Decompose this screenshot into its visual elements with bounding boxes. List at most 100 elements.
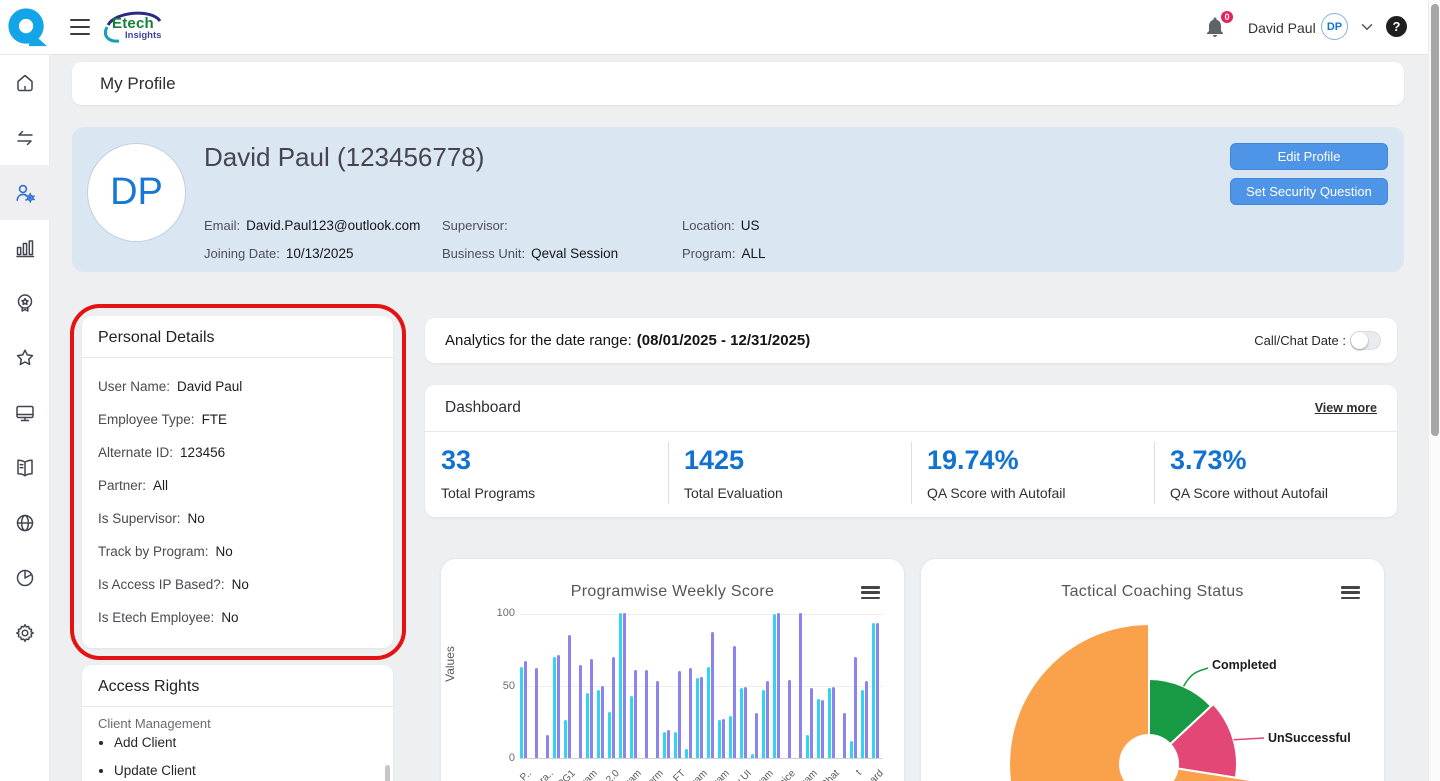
sidebar-item-sessions[interactable]	[0, 385, 50, 440]
book-icon	[17, 458, 33, 477]
app-logo-icon[interactable]	[6, 6, 48, 48]
transfer-icon	[17, 130, 33, 145]
bar	[821, 700, 824, 758]
bar	[619, 613, 622, 758]
view-more-link[interactable]: View more	[1314, 401, 1377, 415]
pie-chart-title: Tactical Coaching Status	[1061, 583, 1244, 600]
x-tick-label: ..ram	[751, 768, 776, 781]
scrollbar-thumb[interactable]	[1431, 4, 1439, 436]
bar	[678, 671, 681, 758]
detail-row-is-supervisor: Is Supervisor: No	[98, 511, 205, 526]
sidebar-item-global[interactable]	[0, 495, 50, 550]
page-title: My Profile	[72, 62, 1404, 105]
profile-fields: Email: David.Paul123@outlook.com Supervis…	[204, 211, 982, 267]
sidebar-item-library[interactable]	[0, 440, 50, 495]
bar	[630, 695, 633, 758]
set-security-question-button[interactable]: Set Security Question	[1230, 178, 1388, 205]
menu-toggle-button[interactable]	[70, 19, 90, 35]
bar	[667, 730, 670, 758]
y-tick: 100	[496, 607, 515, 619]
topbar-avatar[interactable]: DP	[1321, 13, 1348, 40]
topbar: Etech Insights 0 David Paul DP ?	[0, 0, 1428, 55]
detail-row-etech-employee: Is Etech Employee: No	[98, 610, 239, 625]
bar	[722, 718, 725, 758]
access-rights-group: Client Management	[98, 716, 211, 731]
field-supervisor: Supervisor:	[442, 217, 508, 233]
detail-row-employee-type: Employee Type: FTE	[98, 412, 228, 427]
bar	[586, 692, 589, 758]
bar	[597, 689, 600, 758]
sidebar-item-favorites[interactable]	[0, 330, 50, 385]
bar	[689, 668, 692, 758]
call-chat-date-toggle[interactable]	[1350, 331, 1381, 350]
analytics-strip: Analytics for the date range: (08/01/2025…	[425, 318, 1397, 363]
bar	[773, 614, 776, 758]
bar	[788, 679, 791, 758]
chevron-down-icon[interactable]	[1358, 18, 1376, 36]
x-tick-label: t	[854, 768, 864, 778]
bar	[568, 634, 571, 758]
access-right-item: Add Client	[114, 735, 377, 750]
sidebar-item-analytics[interactable]	[0, 550, 50, 605]
leader-line-unsuccessful	[1233, 737, 1265, 741]
bar	[755, 713, 758, 758]
bar	[751, 753, 754, 758]
sidebar-item-transfer[interactable]	[0, 110, 50, 165]
user-settings-icon	[16, 184, 35, 203]
x-tick-label: PG1	[555, 768, 578, 781]
chart-menu-icon[interactable]	[1341, 586, 1360, 599]
bar	[674, 731, 677, 758]
x-tick-label: FT	[671, 768, 688, 781]
bar	[645, 669, 648, 758]
field-email: Email: David.Paul123@outlook.com	[204, 217, 421, 233]
leader-line-completed	[1182, 667, 1209, 687]
notification-count-badge: 0	[1219, 9, 1235, 25]
sidebar-item-certification[interactable]	[0, 275, 50, 330]
bar-chart-title: Programwise Weekly Score	[570, 583, 775, 600]
personal-details-card: Personal Details User Name: David Paul Em…	[82, 316, 393, 648]
toggle-knob	[1351, 332, 1368, 349]
bar	[524, 660, 527, 758]
bar	[843, 713, 846, 758]
notification-bell-icon[interactable]: 0	[1203, 9, 1235, 41]
bar	[817, 698, 820, 758]
etech-insights-logo[interactable]: Etech Insights	[100, 8, 166, 48]
access-rights-card: Access Rights Client Management Add Clie…	[82, 665, 393, 781]
help-icon[interactable]: ?	[1386, 16, 1407, 37]
bar	[546, 734, 549, 758]
pie-chart-icon	[16, 569, 34, 586]
programwise-xlabels: ..P.. ..ra.. PG1 ..ram ..2.0 ..ram ..orm FT ..ra…	[514, 765, 885, 781]
bar	[718, 720, 721, 758]
profile-display-name: David Paul (123456778)	[204, 142, 485, 172]
page-scrollbar[interactable]	[1428, 0, 1440, 781]
bar	[601, 685, 604, 758]
monitor-icon	[16, 405, 34, 421]
x-tick-label: ..w UI	[727, 768, 754, 781]
sidebar-item-settings[interactable]	[0, 605, 50, 660]
bar	[553, 656, 556, 758]
card-scrollbar-thumb[interactable]	[385, 765, 390, 781]
field-location: Location: US	[682, 217, 760, 233]
bar	[799, 613, 802, 758]
analytics-date-range: (08/01/2025 - 12/31/2025)	[636, 332, 811, 349]
profile-banner: DP David Paul (123456778) Email: David.Pa…	[72, 127, 1404, 272]
sidebar-item-reports[interactable]	[0, 220, 50, 275]
access-right-item: Update Client	[114, 763, 377, 778]
edit-profile-button[interactable]: Edit Profile	[1230, 143, 1388, 170]
bar	[608, 711, 611, 758]
sidebar-item-profile[interactable]	[0, 165, 50, 220]
pie-label-completed: Completed	[1212, 658, 1277, 672]
detail-row-ip-based: Is Access IP Based?: No	[98, 577, 249, 592]
bar	[872, 623, 875, 758]
x-tick-label: ..oice	[773, 768, 798, 781]
x-tick-label: ..orm	[641, 768, 666, 781]
x-tick-label: ..ra..	[533, 768, 556, 781]
bar	[865, 681, 868, 758]
bar	[634, 669, 637, 758]
y-axis-label: Values	[442, 646, 457, 682]
dashboard-card: Dashboard View more 33 Total Programs 142…	[425, 385, 1397, 517]
sidebar-item-home[interactable]	[0, 55, 50, 110]
bar	[696, 678, 699, 758]
programwise-weekly-score-chart: Programwise Weekly Score Values 100 50 0…	[440, 558, 905, 781]
chart-menu-icon[interactable]	[861, 586, 880, 599]
